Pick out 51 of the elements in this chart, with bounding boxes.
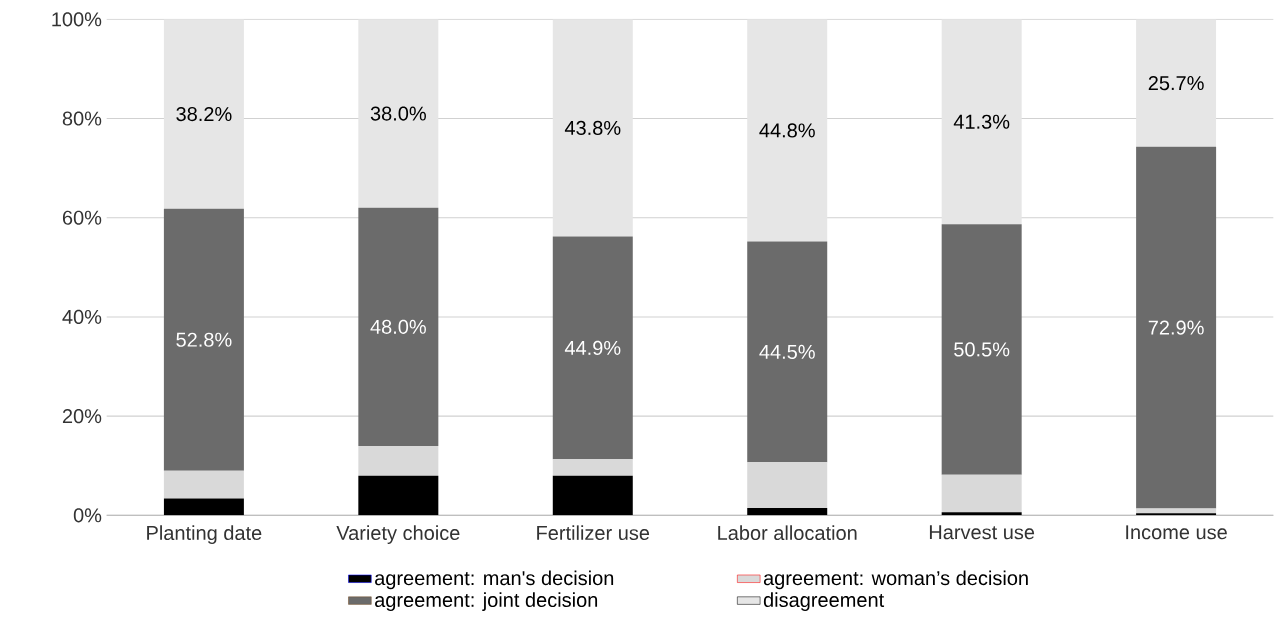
y-tick-label: 40% — [62, 309, 102, 324]
bar — [552, 19, 633, 237]
bar — [747, 507, 828, 516]
bar — [941, 224, 1022, 475]
bar — [358, 445, 439, 476]
x-tick-label: Planting date — [147, 525, 262, 544]
bar — [163, 498, 244, 516]
bar — [747, 19, 828, 242]
bar — [941, 19, 1022, 225]
data-label: 44.5% — [759, 344, 815, 359]
y-tick-label: 60% — [62, 210, 102, 225]
bar — [941, 474, 1022, 513]
y-tick-label: 100% — [52, 12, 102, 27]
y-tick-label: 20% — [62, 409, 102, 424]
legend-label: agreement: joint decision — [375, 592, 598, 611]
x-tick-label: Labor allocation — [718, 525, 857, 541]
bar — [1136, 508, 1217, 514]
data-label: 43.8% — [564, 120, 621, 136]
data-label: 25.7% — [1148, 75, 1204, 91]
bar — [552, 475, 633, 516]
bar — [552, 236, 633, 460]
x-tick-label: Variety choice — [336, 525, 460, 544]
legend-label: agreement: man's decision — [375, 570, 614, 590]
bar — [1136, 19, 1217, 147]
bar — [747, 462, 828, 508]
x-tick-label: Harvest use — [929, 525, 1035, 540]
data-label: 38.0% — [370, 106, 426, 121]
data-label: 48.0% — [370, 319, 426, 334]
x-tick-label: Fertilizer use — [537, 525, 650, 541]
data-label: 44.9% — [564, 340, 621, 355]
data-label: 38.2% — [176, 106, 232, 122]
legend-label: agreement: woman’s decision — [763, 570, 1028, 590]
bar — [163, 470, 244, 499]
data-label: 52.8% — [176, 332, 232, 347]
bar — [552, 459, 633, 476]
bar — [358, 19, 439, 208]
data-label: 41.3% — [953, 114, 1010, 129]
bar — [358, 207, 439, 446]
bar — [1136, 146, 1217, 509]
y-tick-label: 0% — [73, 508, 102, 523]
data-label: 44.8% — [759, 123, 815, 138]
legend-label: disagreement — [763, 592, 885, 611]
data-label: 50.5% — [954, 342, 1010, 357]
bar — [358, 475, 439, 516]
y-tick-label: 80% — [62, 111, 102, 126]
bar — [747, 241, 828, 463]
data-label: 72.9% — [1148, 320, 1204, 335]
bar — [941, 512, 1022, 516]
bar — [163, 19, 244, 209]
bar — [163, 208, 244, 471]
x-tick-label: Income use — [1126, 525, 1227, 540]
